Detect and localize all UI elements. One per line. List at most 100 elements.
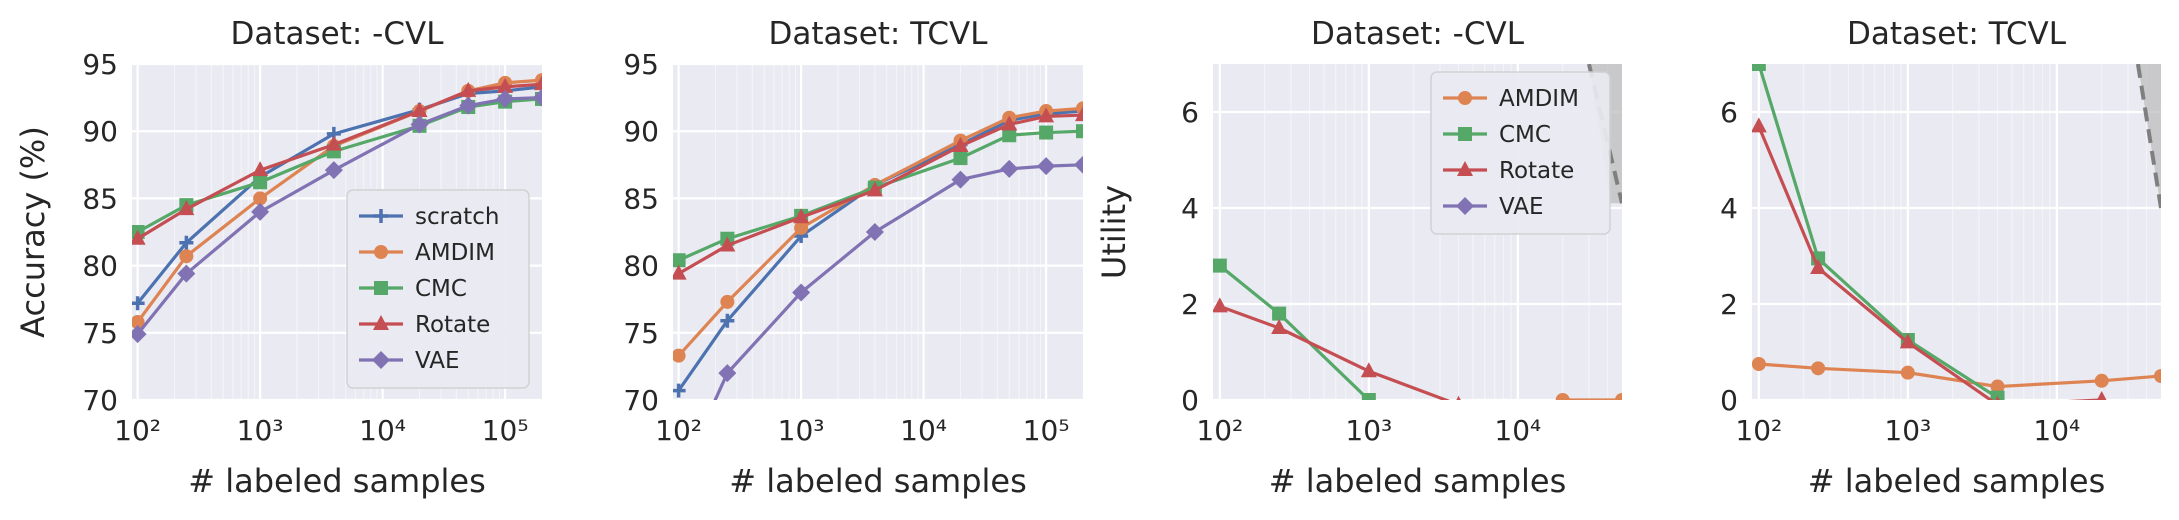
x-axis-label: # labeled samples	[1808, 462, 2106, 500]
data-point	[792, 283, 811, 302]
legend-label: AMDIM	[415, 240, 495, 266]
y-tick-label: 80	[82, 250, 118, 283]
legend-marker	[1458, 127, 1472, 141]
series-rotate	[132, 75, 542, 245]
legend-item-vae: VAE	[359, 348, 460, 374]
legend-marker	[374, 281, 388, 295]
data-point	[1002, 128, 1017, 143]
chart-title: Dataset: -CVL	[1311, 16, 1525, 52]
panel-2: 10² 10³ 10⁴ 10⁵ 70 75 80 85 90 95 Dataset: TCVL # l…	[623, 16, 1083, 500]
series-amdim	[1555, 393, 1622, 400]
data-point	[1990, 390, 2005, 400]
y-tick-label: 85	[82, 182, 118, 215]
chart-title: Dataset: TCVL	[1847, 16, 2067, 52]
x-tick-label: 10²	[655, 414, 702, 447]
series-line	[1219, 304, 1451, 400]
data-point	[179, 235, 194, 250]
data-point	[1039, 125, 1054, 140]
legend-label: AMDIM	[1499, 86, 1579, 112]
data-point	[253, 191, 268, 206]
data-point	[1271, 319, 1288, 334]
data-point	[794, 220, 809, 235]
y-tick-label: 4	[1720, 192, 1738, 225]
data-point	[673, 264, 687, 280]
data-point	[1360, 362, 1377, 378]
data-point	[1811, 361, 1826, 376]
data-point	[1038, 107, 1055, 123]
y-tick-label: 6	[1720, 96, 1738, 129]
data-point	[951, 170, 970, 189]
legend: scratch AMDIM CMC Rotate VAE	[346, 189, 530, 389]
data-point	[1752, 357, 1766, 371]
data-point	[2154, 369, 2161, 383]
data-point	[534, 75, 542, 91]
data-point	[1900, 365, 1915, 380]
y-tick-label: 95	[82, 48, 118, 81]
y-axis-label: Accuracy (%)	[14, 126, 52, 338]
legend-label: CMC	[1499, 122, 1551, 148]
y-tick-label: 2	[1181, 288, 1199, 321]
data-point	[1213, 297, 1228, 313]
data-point	[673, 383, 686, 398]
data-point	[1001, 115, 1018, 131]
x-tick-label: 10³	[1884, 414, 1931, 447]
x-tick-label: 10²	[1735, 414, 1782, 447]
series-line	[677, 113, 1083, 276]
data-point	[1899, 333, 1916, 349]
y-axis-label: Utility	[1095, 185, 1133, 279]
data-point	[952, 136, 969, 152]
legend-box	[346, 189, 530, 389]
y-tick-label: 70	[623, 384, 659, 417]
legend-marker	[374, 245, 388, 259]
data-point	[1990, 379, 2005, 394]
x-tick-label: 10⁴	[359, 414, 406, 447]
data-point	[1615, 393, 1622, 400]
data-point	[533, 88, 542, 107]
x-tick-label: 10⁴	[1494, 414, 1541, 447]
x-tick-label: 10²	[114, 414, 161, 447]
x-tick-label: 10³	[237, 414, 284, 447]
series-vae	[713, 155, 1083, 400]
x-axis-label: # labeled samples	[729, 462, 1027, 500]
legend-label: scratch	[415, 204, 499, 230]
data-point	[1213, 258, 1227, 273]
data-point	[1272, 306, 1287, 321]
legend-marker	[1457, 161, 1473, 176]
series-amdim	[1752, 357, 2161, 394]
y-tick-label: 0	[1181, 384, 1199, 417]
legend: AMDIM CMC Rotate VAE	[1430, 71, 1611, 235]
y-tick-label: 85	[623, 182, 659, 215]
data-point	[324, 161, 343, 180]
legend-label: VAE	[1499, 194, 1544, 220]
data-point	[2096, 391, 2107, 400]
series-rotate	[1752, 117, 2107, 400]
panel-4: 10² 10³ 10⁴ 0 2 4 6 Dataset: TCVL # labeled samp…	[1720, 16, 2161, 500]
y-tick-label: 95	[623, 48, 659, 81]
legend-item-amdim: AMDIM	[359, 240, 495, 266]
data-point	[1361, 393, 1376, 400]
panel-1: 10² 10³ 10⁴ 10⁵ 70 75 80 85 90 95 Dataset: -CVL # l…	[14, 16, 542, 500]
data-point	[177, 264, 196, 283]
data-point	[720, 313, 735, 328]
data-point	[132, 315, 145, 330]
y-tick-label: 90	[623, 115, 659, 148]
series-rotate	[673, 106, 1083, 280]
legend-marker	[374, 209, 388, 223]
data-point	[1037, 157, 1056, 176]
data-point	[179, 249, 194, 264]
legend-item-cmc: CMC	[359, 276, 467, 302]
data-point	[1810, 259, 1827, 274]
legend-item-vae: VAE	[1443, 194, 1544, 220]
data-point	[459, 96, 478, 115]
data-point	[793, 208, 810, 224]
legend-item-rotate: Rotate	[359, 312, 490, 338]
y-tick-label: 4	[1181, 192, 1199, 225]
data-point	[1752, 117, 1767, 133]
legend-item-amdim: AMDIM	[1443, 86, 1579, 112]
legend-label: CMC	[415, 276, 467, 302]
data-point	[720, 294, 735, 309]
legend-item-cmc: CMC	[1443, 122, 1551, 148]
y-tick-label: 0	[1720, 384, 1738, 417]
data-point	[496, 89, 515, 108]
